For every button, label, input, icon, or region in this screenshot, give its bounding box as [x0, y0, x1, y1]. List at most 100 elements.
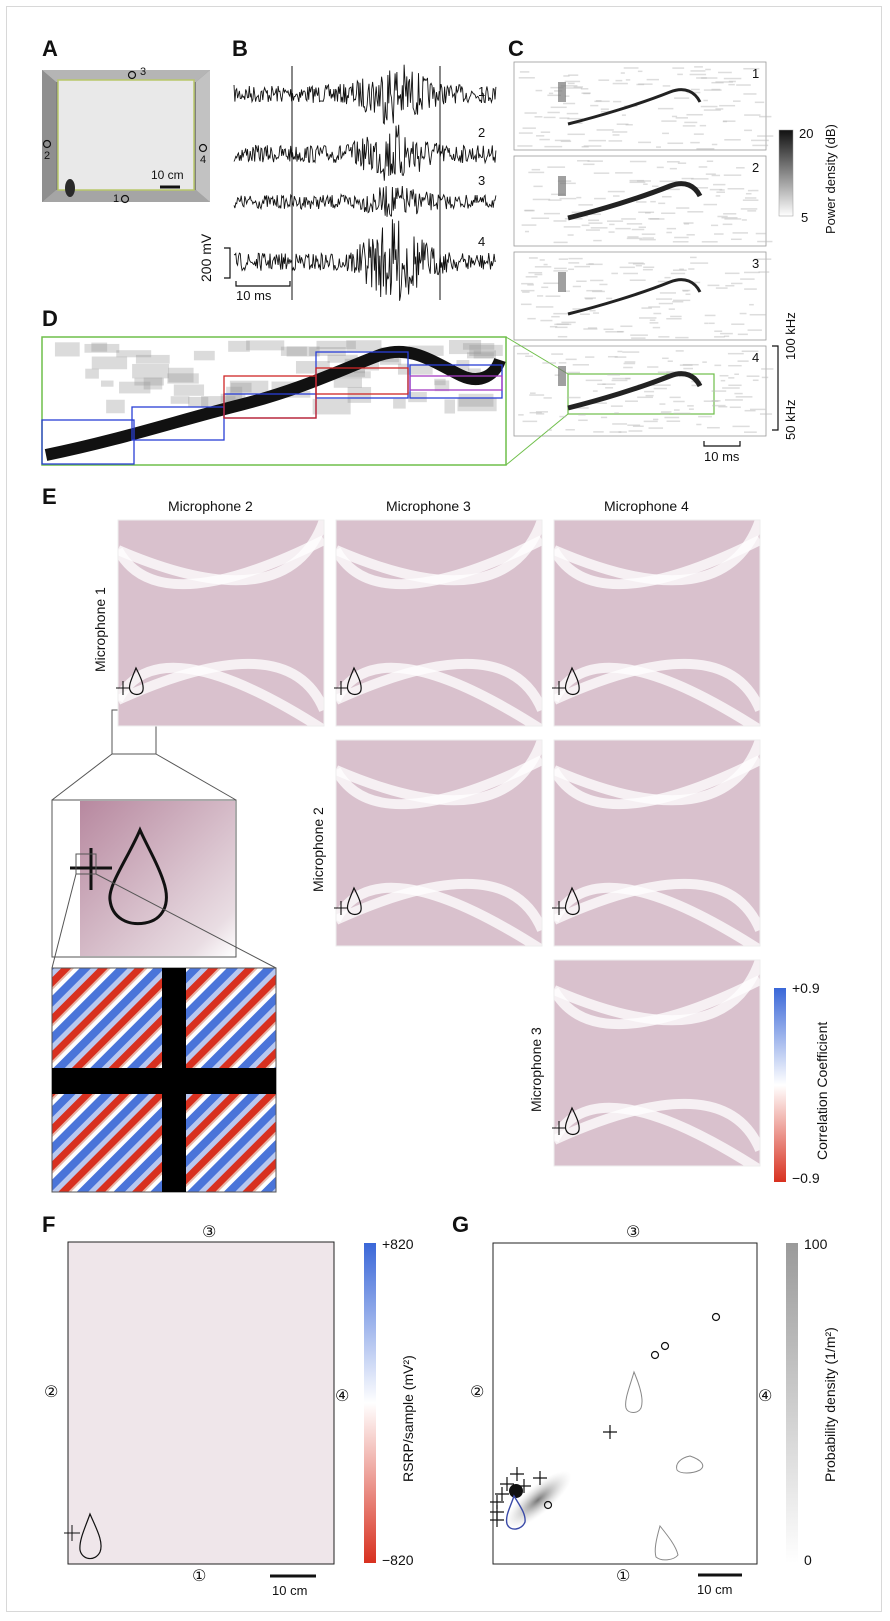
arena-scale-label: 10 cm	[151, 168, 184, 182]
inset-mouse-outline	[108, 826, 168, 926]
true-mouse-outline	[505, 1494, 526, 1530]
col-title-mic2: Microphone 2	[168, 498, 253, 514]
panel-label-a: A	[42, 36, 58, 61]
panel-label-b: B	[232, 36, 248, 61]
correlation-map-2	[331, 518, 547, 735]
power-colorbar	[778, 129, 794, 217]
mouse-ghost-2	[676, 1455, 704, 1474]
map-mouse-outline	[346, 666, 362, 696]
g-mic-2: ②	[470, 1384, 485, 1401]
spec-label-2: 2	[752, 160, 760, 175]
spectrogram-content-3	[520, 256, 772, 339]
arena-mic-label-1: 1	[113, 193, 120, 205]
voltage-trace-3	[233, 185, 497, 217]
spec-label-3: 3	[752, 256, 760, 271]
map-mouse-outline	[564, 886, 580, 916]
map-cross	[552, 901, 566, 915]
map-mouse-outline	[128, 666, 144, 696]
correlation-colorbar-max: +0.9	[792, 980, 820, 996]
f-mic-2: ②	[44, 1384, 59, 1401]
f-mic-4: ④	[335, 1388, 350, 1405]
map-mouse-outline	[346, 886, 362, 916]
g-mic-1: ①	[616, 1568, 631, 1585]
inset-marker-2	[75, 853, 97, 875]
frequency-scale-bar	[772, 345, 779, 431]
scale-label-f: 10 cm	[272, 1583, 308, 1598]
trace-label-4: 4	[478, 234, 486, 249]
window-box-2	[131, 406, 225, 441]
rsrp-map	[67, 1241, 335, 1565]
map-cross	[116, 681, 130, 695]
voltage-trace-4	[233, 219, 497, 301]
rsrp-colorbar	[364, 1243, 376, 1563]
estimated-source	[509, 1484, 523, 1498]
f-mic-3: ③	[202, 1224, 217, 1241]
rsrp-colorbar-max: +820	[382, 1236, 414, 1252]
map-cross	[334, 901, 348, 915]
voltage-scale-bar	[224, 247, 231, 279]
mouse-ghost-1	[625, 1370, 643, 1413]
correlation-colorbar	[774, 988, 786, 1182]
rsrp-colorbar-min: −820	[382, 1552, 414, 1568]
arena-floor	[57, 79, 195, 191]
voltage-trace-2	[233, 124, 497, 181]
probability-colorbar	[786, 1243, 798, 1563]
time-scale-label-b: 10 ms	[236, 288, 272, 303]
trace-label-3: 3	[478, 173, 486, 188]
correlation-map-6	[549, 958, 765, 1175]
window-box-6	[223, 375, 317, 419]
arena-mic-label-4: 4	[200, 154, 207, 166]
map-cross	[552, 1121, 566, 1135]
trace-label-1: 1	[478, 84, 486, 99]
col-title-mic3: Microphone 3	[386, 498, 471, 514]
panel-label-d: D	[42, 306, 58, 331]
prob-colorbar-label: Probability density (1/m²)	[822, 1327, 838, 1482]
candidate-circles	[543, 1312, 721, 1510]
zoom-call-trace	[44, 345, 506, 461]
spectrogram-2	[513, 155, 767, 247]
scale-label-g: 10 cm	[697, 1582, 733, 1597]
spectrogram-content-1	[517, 66, 774, 150]
spec-label-1: 1	[752, 66, 760, 81]
power-colorbar-min: 5	[801, 210, 809, 225]
prob-colorbar-min: 0	[804, 1552, 812, 1568]
correlation-colorbar-min: −0.9	[792, 1170, 820, 1186]
time-scale-label-c: 10 ms	[704, 449, 740, 464]
time-scale-bar-c	[703, 441, 741, 447]
power-colorbar-max: 20	[799, 126, 814, 141]
correlation-map-5	[549, 738, 765, 955]
g-mic-3: ③	[626, 1224, 641, 1241]
candidate-crosses	[490, 1425, 617, 1527]
correlation-map-4	[331, 738, 547, 955]
spectrogram-content-2	[521, 160, 773, 244]
map-mouse-outline	[564, 1106, 580, 1136]
window-box-1	[41, 419, 135, 465]
panel-label-f: F	[42, 1212, 56, 1237]
trace-label-2: 2	[478, 125, 486, 140]
spec-label-4: 4	[752, 350, 760, 365]
window-box-7	[315, 367, 409, 395]
arena-mic-label-2: 2	[44, 150, 51, 162]
mouse-outline-f	[79, 1512, 102, 1560]
spectrogram-content-4	[516, 350, 774, 433]
zoom-box-c4	[567, 373, 715, 415]
g-mic-4: ④	[758, 1388, 773, 1405]
mouse-ghost-3	[654, 1524, 679, 1561]
panel-label-c: C	[508, 36, 524, 61]
mouse-in-arena	[65, 179, 75, 197]
probability-cloud	[504, 1470, 572, 1530]
f-mic-1: ①	[192, 1568, 207, 1585]
window-box-8	[409, 375, 503, 391]
arena-mic-label-3: 3	[140, 66, 147, 78]
panel-label-e: E	[42, 484, 57, 509]
prob-colorbar-max: 100	[804, 1236, 828, 1252]
voltage-trace-1	[233, 64, 497, 125]
col-title-mic4: Microphone 4	[604, 498, 689, 514]
